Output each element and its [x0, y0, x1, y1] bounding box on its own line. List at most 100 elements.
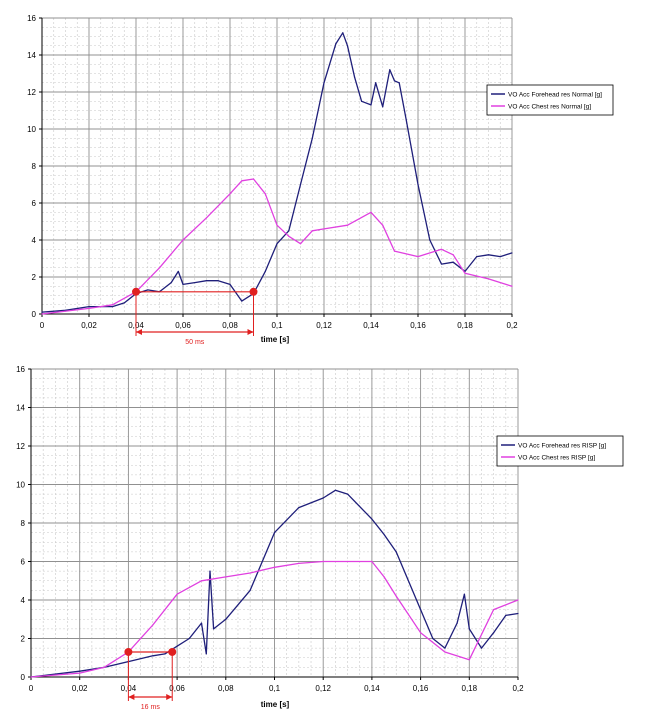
- data-point: [517, 612, 519, 615]
- data-point: [311, 230, 313, 232]
- data-point: [147, 289, 149, 291]
- x-tick-label: 0,08: [218, 684, 234, 693]
- data-point: [370, 211, 372, 213]
- y-tick-label: 0: [21, 673, 26, 682]
- data-point: [395, 551, 397, 553]
- data-point: [371, 560, 373, 563]
- data-point: [264, 193, 266, 195]
- data-point: [375, 82, 377, 84]
- data-point: [225, 618, 227, 620]
- data-point: [41, 311, 43, 313]
- data-point: [288, 230, 290, 232]
- data-point: [182, 239, 184, 241]
- x-tick-label: 0: [40, 321, 45, 330]
- data-point: [276, 224, 278, 226]
- arrowhead-right: [166, 694, 173, 700]
- data-point: [335, 43, 337, 45]
- data-point: [205, 280, 208, 282]
- legend: VO Acc Forehead res RISP [g] VO Acc Chest…: [496, 435, 624, 467]
- data-point: [298, 562, 300, 565]
- data-point: [389, 69, 391, 71]
- marker-end: [168, 647, 177, 656]
- data-point: [249, 572, 251, 574]
- y-tick-label: 6: [21, 558, 26, 567]
- x-tick-label: 0,2: [506, 321, 518, 330]
- data-point: [393, 250, 396, 252]
- y-tick-label: 0: [32, 310, 37, 319]
- x-tick-label: 0,16: [413, 684, 429, 693]
- data-point: [79, 670, 81, 672]
- data-point: [361, 100, 363, 102]
- data-point: [371, 518, 373, 520]
- legend-label: VO Acc Chest res RISP [g]: [518, 455, 595, 462]
- data-point: [229, 193, 231, 195]
- data-point: [249, 589, 251, 591]
- x-tick-label: 0,08: [222, 321, 238, 330]
- x-tick-label: 0,14: [364, 684, 380, 693]
- data-point: [252, 178, 255, 180]
- data-point: [188, 637, 190, 640]
- data-point: [111, 306, 114, 308]
- data-point: [311, 137, 313, 139]
- y-tick-label: 10: [16, 481, 25, 490]
- data-point: [464, 272, 466, 274]
- x-tick-label: 0,06: [175, 321, 191, 330]
- data-point: [476, 256, 478, 258]
- x-tick-label: 0,18: [457, 321, 473, 330]
- data-point: [322, 497, 324, 499]
- data-point: [111, 304, 114, 306]
- x-tick-label: 0,06: [169, 684, 185, 693]
- data-point: [480, 647, 483, 649]
- x-tick-label: 0,12: [315, 684, 331, 693]
- data-point: [217, 280, 219, 282]
- data-point: [440, 248, 443, 250]
- data-point: [395, 595, 397, 597]
- data-point: [288, 235, 290, 237]
- data-point: [88, 307, 90, 310]
- data-point: [398, 82, 400, 84]
- series-chest: [41, 178, 513, 315]
- data-point: [123, 302, 125, 304]
- data-point: [30, 676, 32, 678]
- data-point: [493, 632, 495, 634]
- interval-label: 50 ms: [185, 339, 205, 346]
- data-point: [276, 243, 278, 245]
- data-point: [405, 119, 407, 121]
- legend-label: VO Acc Chest res Normal [g]: [508, 104, 591, 111]
- x-tick-label: 0,12: [316, 321, 332, 330]
- major-grid: [41, 17, 513, 315]
- data-point: [264, 270, 266, 273]
- x-axis-label: time [s]: [261, 700, 290, 709]
- legend-label: VO Acc Forehead res RISP [g]: [518, 443, 606, 450]
- data-point: [170, 281, 172, 284]
- data-point: [103, 666, 105, 668]
- data-point: [323, 82, 325, 84]
- data-point: [88, 306, 90, 308]
- interval-annotation: 16 ms: [124, 647, 177, 711]
- data-point: [209, 570, 211, 572]
- data-point: [383, 533, 385, 536]
- data-point: [456, 622, 458, 624]
- x-tick-label: 0,2: [512, 684, 524, 693]
- y-tick-label: 4: [21, 596, 26, 605]
- data-point: [152, 624, 154, 626]
- data-point: [158, 267, 161, 269]
- data-point: [452, 261, 454, 263]
- data-point: [194, 281, 196, 284]
- data-point: [382, 106, 384, 108]
- y-tick-label: 4: [32, 236, 37, 245]
- data-point: [177, 270, 179, 273]
- data-point: [200, 580, 203, 582]
- data-point: [342, 32, 344, 34]
- data-point: [299, 243, 302, 245]
- data-point: [79, 672, 81, 674]
- y-tick-label: 14: [16, 404, 25, 413]
- y-tick-label: 12: [16, 442, 25, 451]
- data-point: [322, 560, 324, 563]
- data-point: [382, 224, 384, 226]
- data-point: [205, 217, 208, 219]
- data-point: [176, 645, 178, 647]
- data-point: [420, 632, 422, 634]
- data-point: [298, 507, 300, 509]
